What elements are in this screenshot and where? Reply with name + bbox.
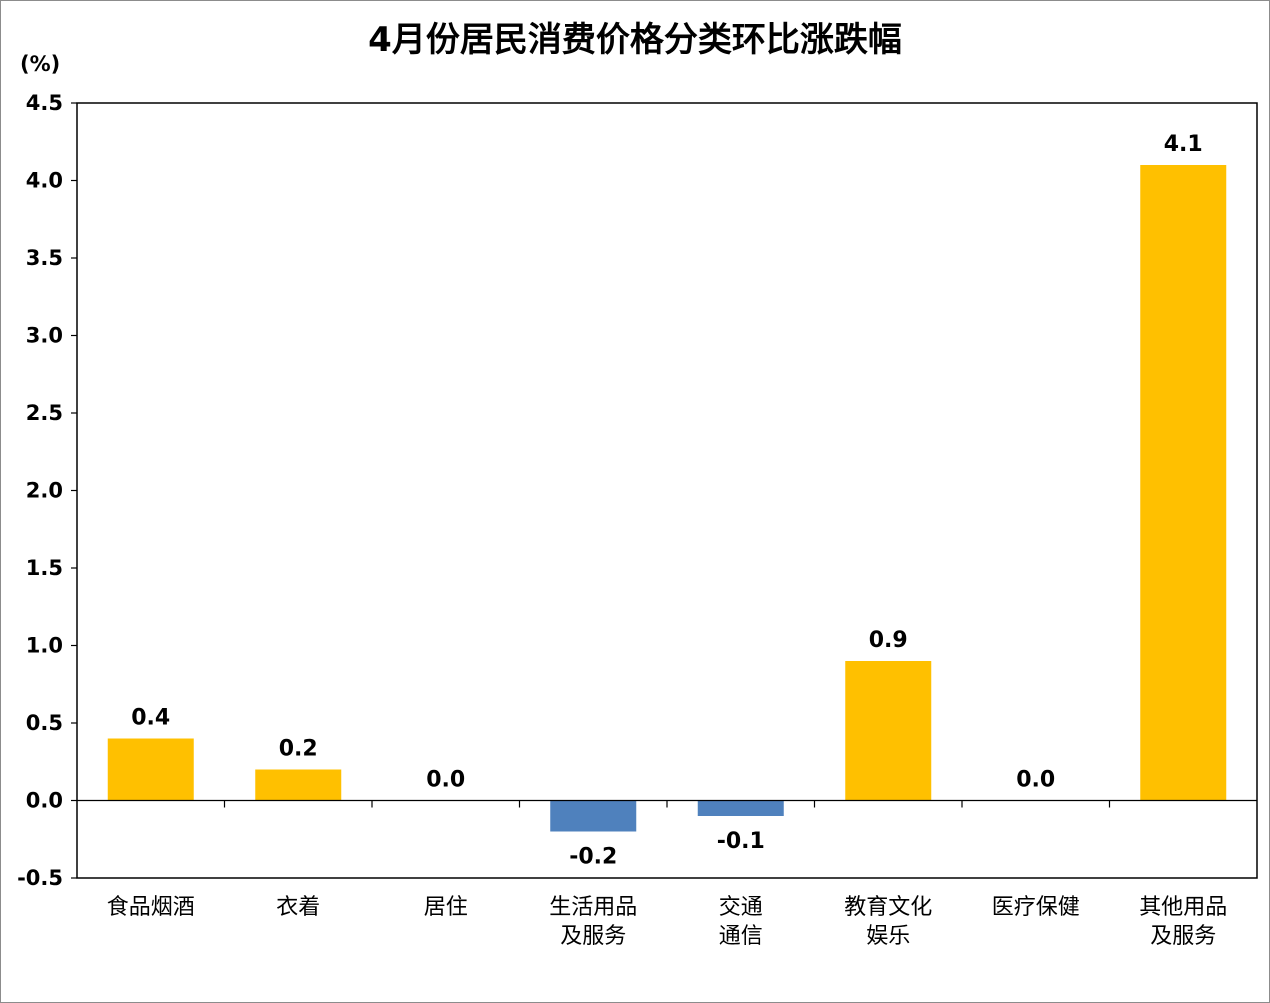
bar [697,800,784,816]
data-label: 0.0 [1016,768,1055,793]
x-category-label: 教育文化 [844,895,932,920]
x-category-label: 通信 [719,924,763,949]
x-category-label: 医疗保健 [992,895,1080,920]
bar [255,769,342,801]
bar [845,661,932,801]
y-tick-label: 4.0 [26,169,63,193]
y-axis-unit-label: (%) [20,52,61,76]
data-label: -0.1 [717,829,765,854]
chart-title: 4月份居民消费价格分类环比涨跌幅 [368,20,902,60]
x-category-label: 其他用品 [1139,895,1227,920]
y-tick-label: 0.5 [26,711,63,735]
x-category-label: 及服务 [1150,924,1216,949]
x-category-label: 娱乐 [866,924,910,949]
x-category-label: 居住 [424,895,468,920]
plot-area-border [76,102,1258,879]
y-tick-label: 4.5 [26,91,63,115]
x-category-label: 食品烟酒 [107,895,195,920]
y-tick-label: 3.0 [26,324,63,348]
x-category-label: 及服务 [560,924,626,949]
data-label: -0.2 [569,845,617,870]
y-tick-label: 1.5 [26,556,63,580]
bar [550,800,637,832]
y-tick-label: 2.5 [26,401,63,425]
data-label: 0.2 [279,737,318,762]
y-tick-label: 2.0 [26,479,63,503]
y-tick-label: 1.0 [26,634,63,658]
y-tick-label: -0.5 [17,866,63,890]
y-tick-label: 3.5 [26,246,63,270]
y-tick-label: 0.0 [26,789,63,813]
bar [107,738,194,801]
x-category-label: 衣着 [276,895,320,920]
x-category-label: 生活用品 [549,895,637,920]
data-label: 0.0 [426,768,465,793]
bar [1140,165,1227,801]
data-label: 0.9 [869,628,908,653]
data-label: 0.4 [131,706,170,731]
x-category-label: 交通 [719,895,763,920]
data-label: 4.1 [1164,132,1203,157]
